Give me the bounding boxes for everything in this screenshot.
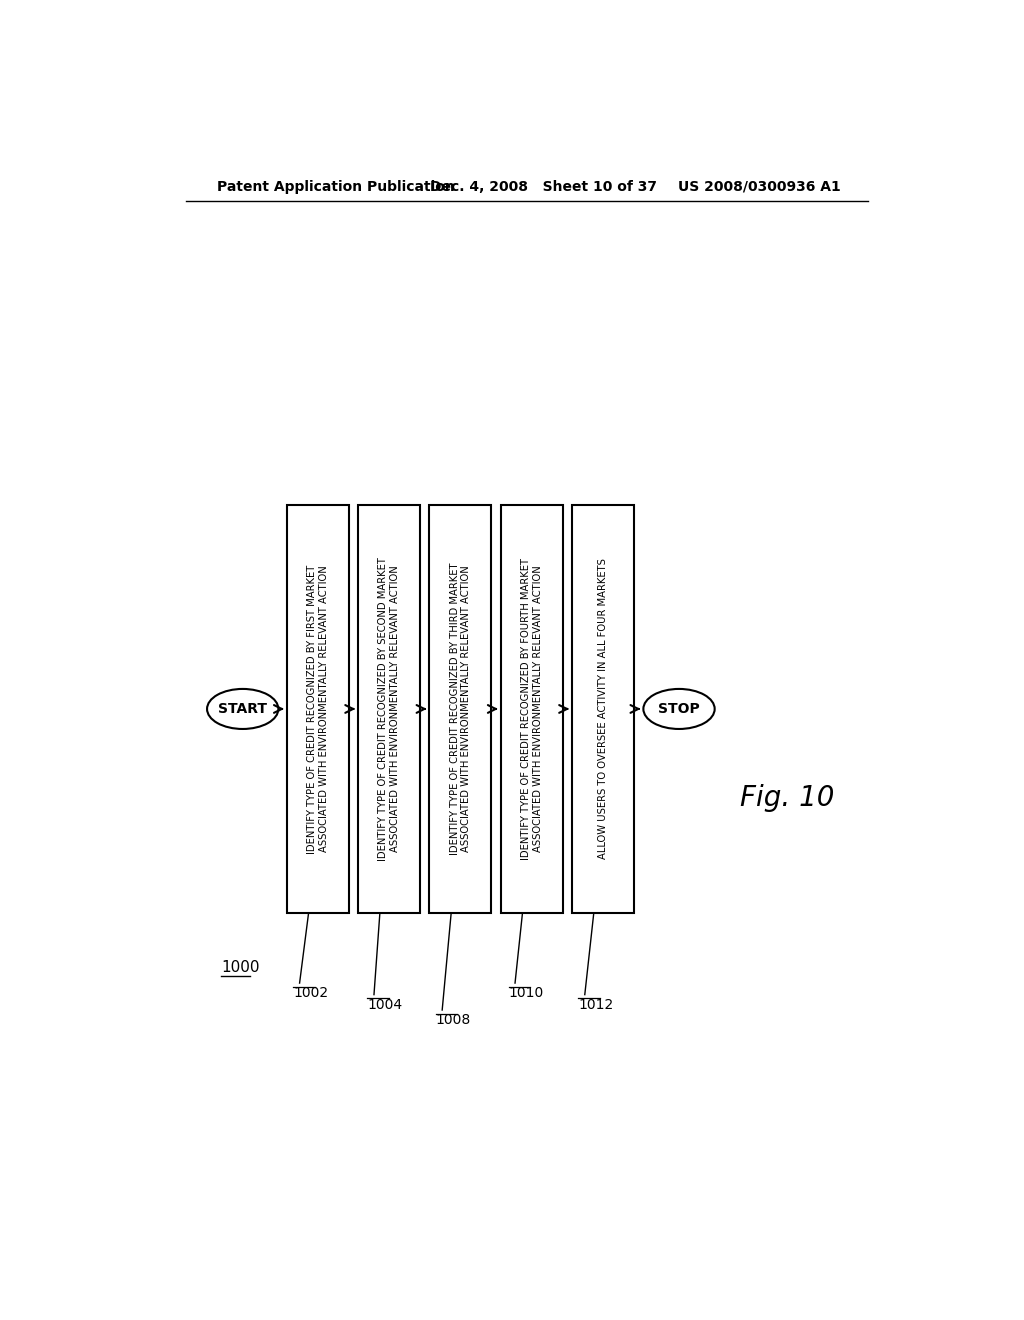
Bar: [287, 506, 349, 913]
Text: 1008: 1008: [435, 1014, 471, 1027]
Text: Dec. 4, 2008   Sheet 10 of 37: Dec. 4, 2008 Sheet 10 of 37: [430, 180, 657, 194]
Text: IDENTIFY TYPE OF CREDIT RECOGNIZED BY FOURTH MARKET
ASSOCIATED WITH ENVIRONMENTA: IDENTIFY TYPE OF CREDIT RECOGNIZED BY FO…: [521, 558, 543, 859]
Text: 1000: 1000: [221, 960, 259, 974]
Bar: [501, 506, 563, 913]
Bar: [572, 506, 634, 913]
Text: 1010: 1010: [509, 986, 544, 1001]
Text: 1012: 1012: [579, 998, 613, 1011]
Text: START: START: [218, 702, 267, 715]
Text: IDENTIFY TYPE OF CREDIT RECOGNIZED BY FIRST MARKET
ASSOCIATED WITH ENVIRONMENTAL: IDENTIFY TYPE OF CREDIT RECOGNIZED BY FI…: [307, 565, 329, 854]
Text: Patent Application Publication: Patent Application Publication: [217, 180, 455, 194]
Text: US 2008/0300936 A1: US 2008/0300936 A1: [678, 180, 841, 194]
Text: ALLOW USERS TO OVERSEE ACTIVITY IN ALL FOUR MARKETS: ALLOW USERS TO OVERSEE ACTIVITY IN ALL F…: [598, 558, 608, 859]
Text: 1004: 1004: [368, 998, 402, 1011]
Text: IDENTIFY TYPE OF CREDIT RECOGNIZED BY THIRD MARKET
ASSOCIATED WITH ENVIRONMENTAL: IDENTIFY TYPE OF CREDIT RECOGNIZED BY TH…: [450, 562, 471, 855]
Bar: [358, 506, 420, 913]
Text: IDENTIFY TYPE OF CREDIT RECOGNIZED BY SECOND MARKET
ASSOCIATED WITH ENVIRONMENTA: IDENTIFY TYPE OF CREDIT RECOGNIZED BY SE…: [379, 557, 400, 861]
Text: 1002: 1002: [293, 986, 329, 1001]
Text: Fig. 10: Fig. 10: [740, 784, 835, 812]
Bar: [429, 506, 492, 913]
Text: STOP: STOP: [658, 702, 699, 715]
